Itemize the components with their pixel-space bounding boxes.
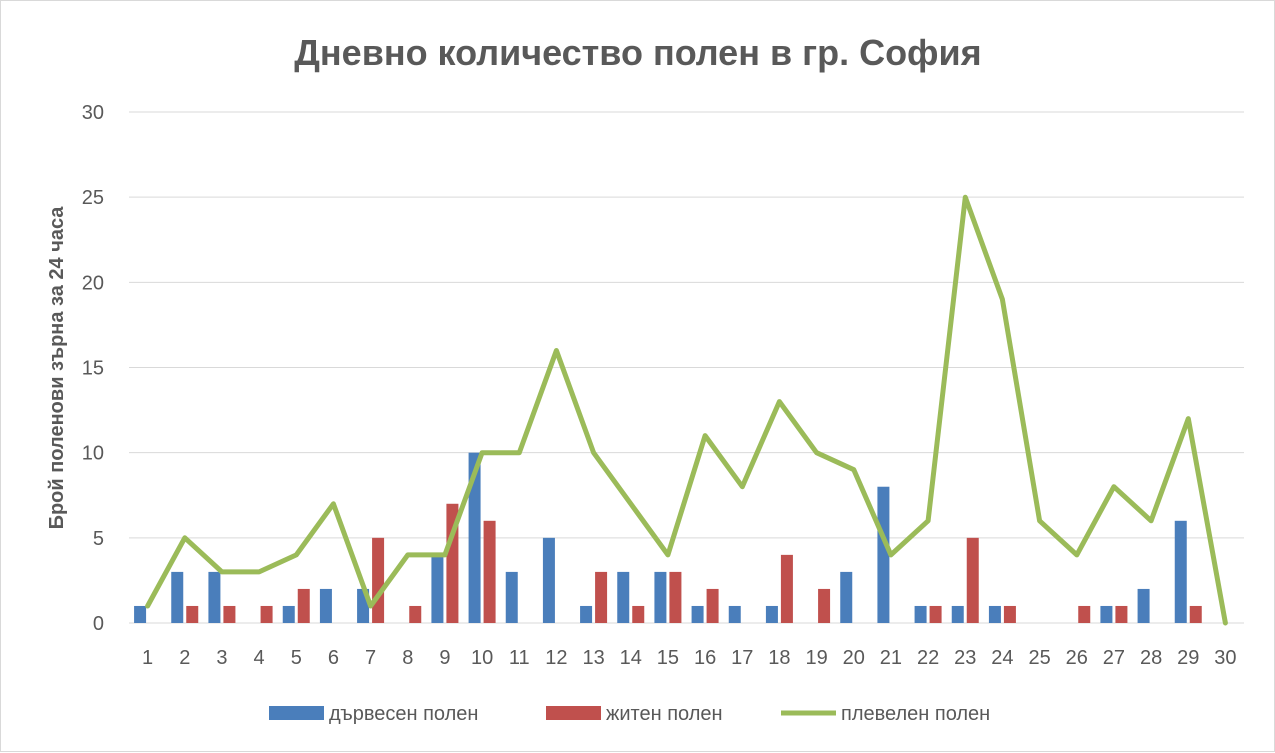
- bar-житен-полен: [1078, 605, 1091, 623]
- bar-дървесен-полен: [988, 605, 1001, 623]
- x-tick-label: 28: [1140, 647, 1162, 669]
- bar-дървесен-полен: [877, 486, 890, 623]
- x-axis-ticks: 1 2 3 4 5 6 7 8 9 10 11 12 13 14 15 16 17 18 19 20 21 22 23 24 2…: [142, 647, 1237, 669]
- line-series-path: [145, 194, 1228, 626]
- bar-дървесен-полен: [171, 571, 184, 623]
- chart-title: Дневно количество полен в гр. София: [294, 32, 981, 73]
- y-tick-label: 30: [82, 102, 104, 124]
- x-tick-label: 14: [620, 647, 642, 669]
- x-tick-label: 24: [991, 647, 1013, 669]
- y-tick-label: 10: [82, 443, 104, 465]
- x-tick-label: 7: [365, 647, 376, 669]
- legend-label: дървесен полен: [329, 703, 478, 725]
- bar-житен-полен: [372, 537, 385, 623]
- bar-дървесен-полен: [319, 588, 332, 623]
- x-tick-label: 8: [402, 647, 413, 669]
- legend: дървесен полен житен полен плевелен полен: [269, 703, 990, 725]
- bar-дървесен-полен: [1100, 605, 1113, 623]
- y-tick-label: 25: [82, 187, 104, 209]
- x-tick-label: 15: [657, 647, 679, 669]
- x-tick-label: 3: [216, 647, 227, 669]
- bar-дървесен-полен: [617, 571, 630, 623]
- bar-житен-полен: [483, 520, 496, 623]
- bar-дървесен-полен: [840, 571, 853, 623]
- bar-житен-полен: [966, 537, 979, 623]
- x-tick-label: 9: [439, 647, 450, 669]
- x-tick-label: 19: [805, 647, 827, 669]
- y-axis-ticks: 0 5 10 15 20 25 30: [82, 102, 104, 635]
- x-tick-label: 29: [1177, 647, 1199, 669]
- x-tick-label: 16: [694, 647, 716, 669]
- y-tick-label: 5: [93, 528, 104, 550]
- bar-дървесен-полен: [1174, 520, 1187, 623]
- legend-label: плевелен полен: [841, 703, 990, 725]
- bar-житен-полен: [929, 605, 942, 623]
- bar-житен-полен: [297, 588, 310, 623]
- x-tick-label: 6: [328, 647, 339, 669]
- bar-дървесен-полен: [505, 571, 518, 623]
- bar-дървесен-полен: [431, 554, 444, 623]
- x-tick-label: 27: [1103, 647, 1125, 669]
- x-tick-label: 18: [768, 647, 790, 669]
- y-axis-label: Брой поленови зърна за 24 часа: [46, 206, 68, 530]
- bar-житен-полен: [446, 503, 459, 623]
- bar-дървесен-полен: [728, 605, 741, 623]
- x-tick-label: 22: [917, 647, 939, 669]
- x-tick-label: 30: [1214, 647, 1236, 669]
- bar-дървесен-полен: [468, 452, 481, 623]
- x-tick-label: 10: [471, 647, 493, 669]
- x-tick-label: 4: [254, 647, 265, 669]
- bar-житен-полен: [1003, 605, 1016, 623]
- bar-дървесен-полен: [134, 605, 147, 623]
- bar-дървесен-полен: [691, 605, 704, 623]
- x-tick-label: 13: [582, 647, 604, 669]
- bar-житен-полен: [1189, 605, 1202, 623]
- bar-дървесен-полен: [1137, 588, 1150, 623]
- bar-дървесен-полен: [580, 605, 593, 623]
- bar-дървесен-полен: [914, 605, 927, 623]
- bar-житен-полен: [706, 588, 719, 623]
- bar-дървесен-полен: [542, 537, 555, 623]
- legend-label: житен полен: [606, 703, 723, 725]
- y-tick-label: 0: [93, 613, 104, 635]
- x-tick-label: 23: [954, 647, 976, 669]
- bar-житен-полен: [1115, 605, 1128, 623]
- legend-swatch: [269, 706, 324, 720]
- x-tick-label: 20: [843, 647, 865, 669]
- legend-swatch: [546, 706, 601, 720]
- bar-дървесен-полен: [208, 571, 221, 623]
- x-tick-label: 11: [509, 647, 530, 669]
- bar-житен-полен: [818, 588, 831, 623]
- x-tick-label: 1: [142, 647, 153, 669]
- x-tick-label: 12: [545, 647, 567, 669]
- bar-дървесен-полен: [951, 605, 964, 623]
- gridlines: [129, 111, 1244, 624]
- x-tick-label: 5: [291, 647, 302, 669]
- x-tick-label: 26: [1066, 647, 1088, 669]
- y-tick-label: 15: [82, 358, 104, 380]
- bar-житен-полен: [632, 605, 645, 623]
- bar-житен-полен: [223, 605, 236, 623]
- bar-житен-полен: [186, 605, 199, 623]
- bars: [134, 452, 1202, 623]
- bar-житен-полен: [669, 571, 682, 623]
- x-tick-label: 17: [731, 647, 753, 669]
- y-tick-label: 20: [82, 272, 104, 294]
- bar-дървесен-полен: [765, 605, 778, 623]
- bar-житен-полен: [780, 554, 793, 623]
- bar-дървесен-полен: [654, 571, 667, 623]
- bar-дървесен-полен: [282, 605, 295, 623]
- bar-житен-полен: [409, 605, 422, 623]
- line-series: [145, 194, 1228, 626]
- x-tick-label: 21: [880, 647, 902, 669]
- bar-житен-полен: [260, 605, 273, 623]
- bar-житен-полен: [595, 571, 608, 623]
- x-tick-label: 25: [1028, 647, 1050, 669]
- x-tick-label: 2: [179, 647, 190, 669]
